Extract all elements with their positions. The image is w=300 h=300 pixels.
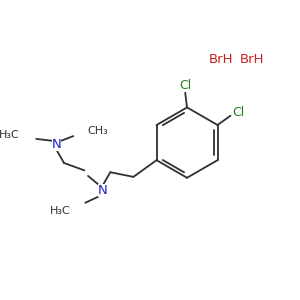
Text: H₃C: H₃C bbox=[0, 130, 20, 140]
Text: Cl: Cl bbox=[179, 79, 191, 92]
Text: H₃C: H₃C bbox=[50, 206, 70, 216]
Text: CH₃: CH₃ bbox=[87, 127, 108, 136]
Text: BrH: BrH bbox=[240, 53, 264, 66]
Text: N: N bbox=[98, 184, 108, 197]
Text: Cl: Cl bbox=[232, 106, 244, 118]
Text: BrH: BrH bbox=[209, 53, 234, 66]
Text: N: N bbox=[52, 138, 61, 151]
